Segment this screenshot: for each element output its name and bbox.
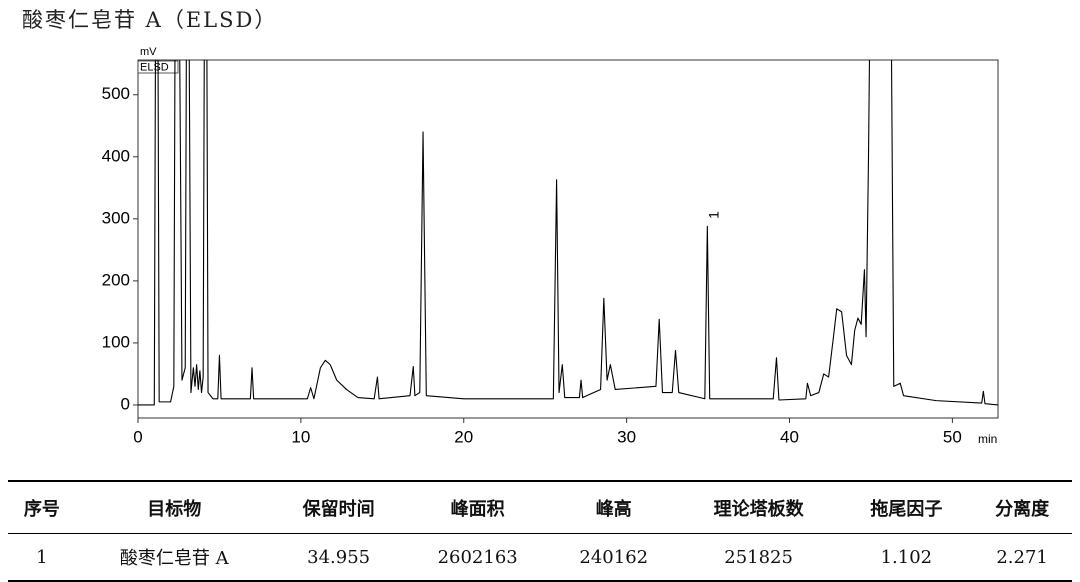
plot-frame (137, 59, 999, 419)
table-body: 1 酸枣仁皂苷 A 34.955 2602163 240162 251825 1.102 2.… (8, 533, 1072, 582)
table-cell: 1 (8, 533, 76, 582)
x-tick-label: 0 (133, 427, 142, 446)
header-cell: 理论塔板数 (676, 480, 841, 534)
x-tick-label: 50 (943, 427, 962, 446)
header-cell: 序号 (8, 480, 76, 534)
plot-area (138, 60, 998, 406)
x-tick-label: 20 (454, 427, 473, 446)
table-cell: 251825 (676, 533, 841, 582)
header-cell: 分离度 (972, 480, 1072, 534)
legend-label: ELSD (140, 61, 169, 73)
header-cell: 目标物 (75, 480, 273, 534)
chromatogram-line (138, 60, 998, 406)
table-row: 1 酸枣仁皂苷 A 34.955 2602163 240162 251825 1.102 2.… (8, 533, 1072, 582)
x-tick-label: 10 (291, 427, 310, 446)
y-tick-label: 300 (102, 208, 130, 227)
table-cell: 2602163 (404, 533, 551, 582)
table-cell: 2.271 (972, 533, 1072, 582)
header-cell: 峰面积 (404, 480, 551, 534)
x-tick-label: 30 (617, 427, 636, 446)
table-cell: 1.102 (840, 533, 973, 582)
header-cell: 峰高 (550, 480, 677, 534)
x-tick-label: 40 (780, 427, 799, 446)
y-tick-label: 200 (102, 270, 130, 289)
table-cell: 酸枣仁皂苷 A (75, 533, 273, 582)
y-tick-label: 100 (102, 332, 130, 351)
x-axis-label: min (978, 432, 997, 446)
header-cell: 拖尾因子 (840, 480, 973, 534)
result-table: 序号 目标物 保留时间 峰面积 峰高 理论塔板数 拖尾因子 分离度 1 酸枣仁皂苷 A 34.95… (8, 480, 1072, 582)
peak-annotation: 1 (705, 211, 721, 219)
table-cell: 34.955 (272, 533, 405, 582)
chart-title: 酸枣仁皂苷 A（ELSD） (22, 8, 278, 32)
header-row: 序号 目标物 保留时间 峰面积 峰高 理论塔板数 拖尾因子 分离度 (8, 480, 1072, 534)
y-tick-label: 400 (102, 146, 130, 165)
y-tick-label: 0 (121, 394, 130, 413)
table-cell: 240162 (550, 533, 677, 582)
y-tick-label: 500 (102, 84, 130, 103)
y-axis-label: mV (140, 46, 157, 58)
header-cell: 保留时间 (272, 480, 405, 534)
